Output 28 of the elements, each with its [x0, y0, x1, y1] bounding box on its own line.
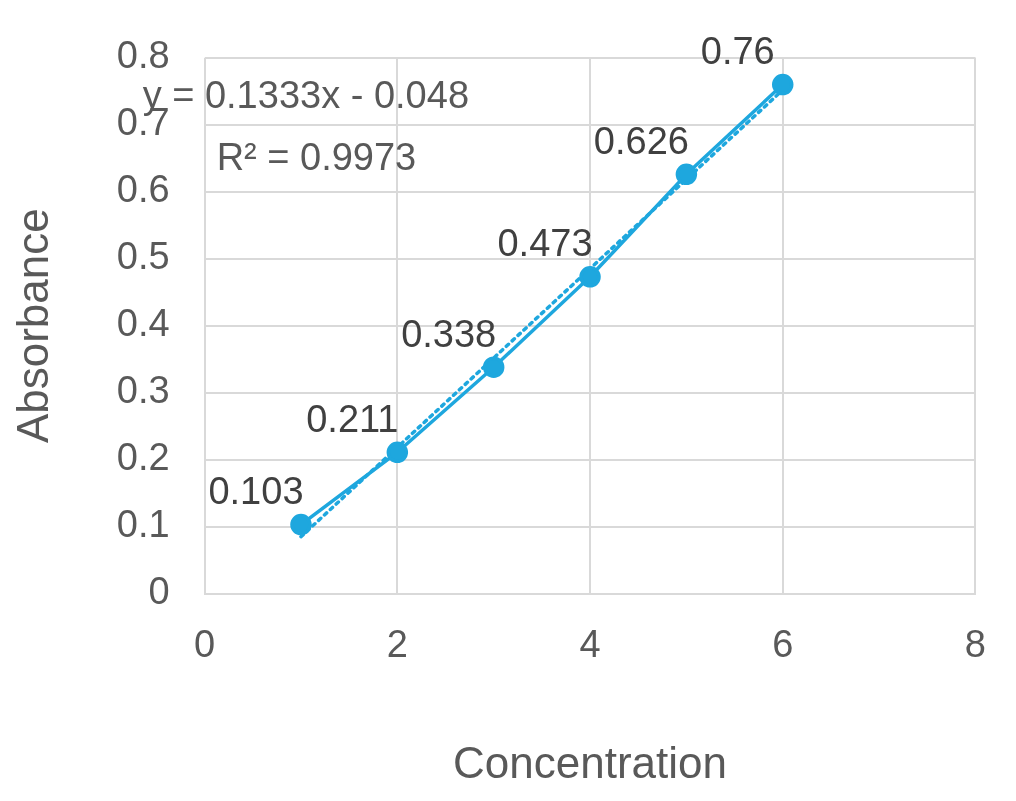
data-label: 0.338 — [401, 312, 497, 355]
data-label: 0.473 — [497, 222, 593, 265]
y-tick-label: 0 — [148, 570, 170, 613]
y-tick-label: 0.1 — [116, 503, 170, 546]
point — [771, 73, 794, 96]
y-tick-label: 0.8 — [116, 34, 170, 77]
point — [675, 163, 698, 186]
point — [482, 356, 505, 378]
data-label: 0.211 — [306, 397, 399, 440]
x-tick-label: 0 — [194, 622, 216, 665]
y-axis-title: Absorbance — [7, 208, 57, 444]
annotation: R² = 0.9973 — [216, 136, 417, 179]
data-label: 0.76 — [700, 30, 775, 73]
y-tick-label: 0.6 — [116, 168, 170, 211]
y-tick-label: 0.3 — [116, 369, 170, 412]
x-tick-label: 4 — [579, 622, 601, 665]
x-tick-label: 2 — [386, 622, 408, 665]
y-tick-label: 0.5 — [116, 235, 170, 278]
data-label: 0.626 — [593, 119, 689, 162]
x-axis-title: Concentration — [453, 737, 728, 787]
point — [386, 441, 409, 464]
x-tick-label: 8 — [964, 622, 986, 665]
x-tick-label: 6 — [772, 622, 794, 665]
point — [579, 266, 601, 288]
y-tick-label: 0.4 — [116, 302, 170, 345]
point — [290, 513, 312, 536]
y-tick-label: 0.2 — [116, 436, 170, 479]
data-label: 0.103 — [208, 470, 304, 513]
